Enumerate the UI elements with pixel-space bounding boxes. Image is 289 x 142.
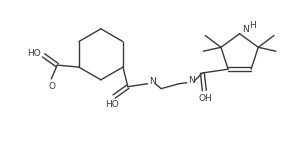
Text: O: O [49, 82, 56, 91]
Text: HO: HO [105, 100, 119, 109]
Text: OH: OH [199, 94, 212, 103]
Text: HO: HO [27, 49, 40, 58]
Text: N: N [188, 76, 195, 85]
Text: N: N [242, 25, 249, 34]
Text: H: H [249, 21, 256, 30]
Text: N: N [149, 77, 156, 86]
